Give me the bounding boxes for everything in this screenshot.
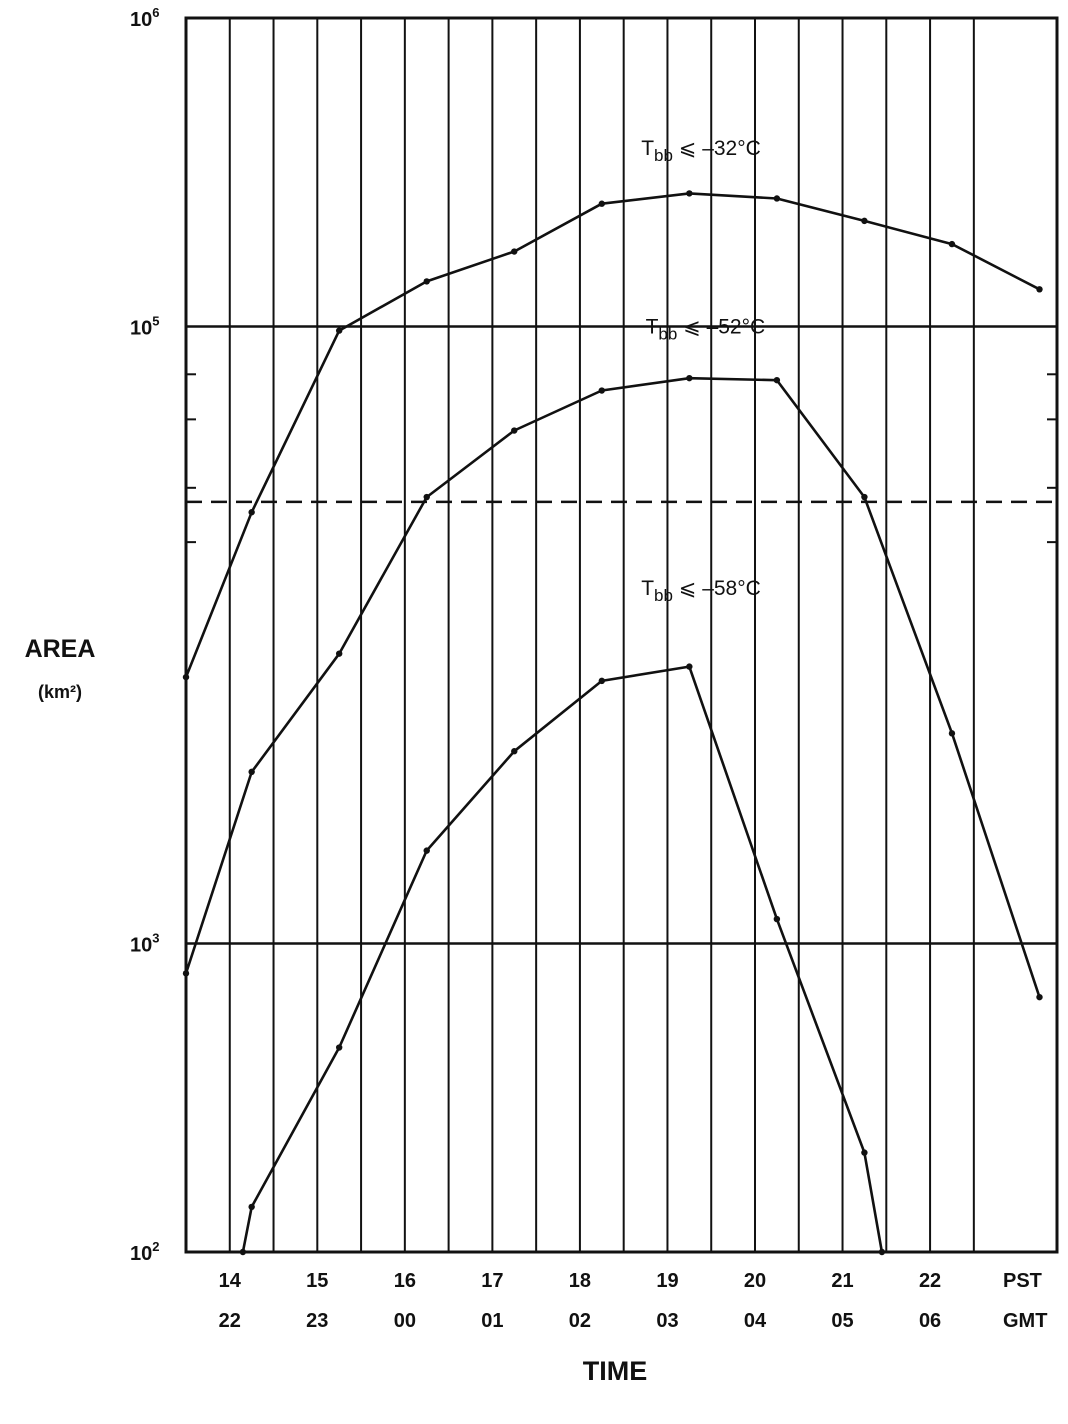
x-tick-label-pst: 15 [306, 1270, 328, 1292]
series-line-3 [241, 665, 884, 1253]
plot-frame [184, 16, 1059, 1254]
series-label-1: Tbb ⩽ –32°C [641, 137, 761, 165]
x-tick-label-pst: 19 [656, 1270, 678, 1292]
data-point [948, 730, 956, 737]
data-point [686, 190, 693, 197]
data-point [182, 673, 190, 681]
data-point [861, 493, 868, 501]
data-point [773, 915, 781, 923]
data-point [511, 748, 518, 755]
data-point [335, 1044, 343, 1051]
series-label-layer: Tbb ⩽ –32°C Tbb ⩽ –52°C Tbb ⩽ –58°C [641, 137, 765, 605]
x-tick-label-pst: 22 [919, 1270, 941, 1292]
x-tick-label-gmt: 23 [306, 1310, 328, 1332]
x-tick-label-pst: 14 [219, 1270, 242, 1292]
data-point [598, 200, 606, 207]
y-tick-label: 105 [130, 314, 159, 340]
y-axis-label: AREA [25, 635, 96, 663]
y-tick-labels: 106 105 103 102 [130, 5, 159, 1265]
data-point [686, 663, 693, 670]
data-point [861, 1149, 868, 1156]
data-point [948, 240, 956, 248]
data-point [598, 387, 606, 394]
x-tick-label-gmt: 04 [744, 1310, 767, 1332]
series-layer [182, 190, 1043, 1256]
data-point [861, 217, 868, 225]
y-tick-label: 103 [130, 931, 159, 957]
x-tick-label-pst: 18 [569, 1270, 591, 1292]
x-tick-label-pst: 20 [744, 1270, 766, 1292]
x-tick-label-gmt: 02 [569, 1310, 591, 1332]
series-line-1 [184, 192, 1041, 678]
data-point [773, 195, 781, 202]
data-point [248, 509, 255, 516]
data-point [335, 327, 343, 334]
x-unit-pst: PST [1003, 1270, 1042, 1292]
data-point [598, 677, 606, 685]
data-point [248, 1203, 255, 1211]
x-tick-label-pst: 16 [394, 1270, 416, 1292]
data-point [239, 1248, 247, 1256]
y-tick-label: 106 [130, 5, 159, 31]
x-axis-label: TIME [583, 1356, 648, 1386]
series-label-2: Tbb ⩽ –52°C [646, 315, 766, 343]
data-point [686, 374, 693, 382]
data-point [511, 248, 518, 255]
x-unit-gmt: GMT [1003, 1310, 1047, 1332]
data-point [1036, 993, 1043, 1001]
x-tick-label-gmt: 03 [656, 1310, 678, 1332]
data-point [335, 650, 343, 657]
x-tick-label-pst: 17 [481, 1270, 503, 1292]
x-tick-label-gmt: 01 [481, 1310, 503, 1332]
x-tick-label-gmt: 06 [919, 1310, 941, 1332]
data-point [1036, 286, 1043, 293]
data-point [511, 427, 518, 434]
x-tick-label-pst: 21 [831, 1270, 853, 1292]
series-line-2 [184, 376, 1041, 998]
y-axis-unit: (km²) [38, 682, 82, 702]
y-tick-label: 102 [130, 1239, 159, 1265]
data-point [423, 278, 430, 285]
x-tick-label-gmt: 00 [394, 1310, 416, 1332]
x-tick-label-gmt: 05 [831, 1310, 853, 1332]
data-point [423, 493, 430, 501]
data-point [423, 847, 430, 854]
data-point [773, 376, 781, 384]
data-point [182, 970, 190, 977]
data-point [248, 768, 255, 776]
x-tick-labels: 14 22 15 23 16 00 17 01 18 02 19 03 20 04 21 05 22 06 PST G… [219, 1270, 1048, 1332]
series-label-3: Tbb ⩽ –58°C [641, 577, 761, 605]
x-tick-label-gmt: 22 [219, 1310, 241, 1332]
grid [186, 18, 1057, 1252]
data-point [878, 1248, 886, 1256]
